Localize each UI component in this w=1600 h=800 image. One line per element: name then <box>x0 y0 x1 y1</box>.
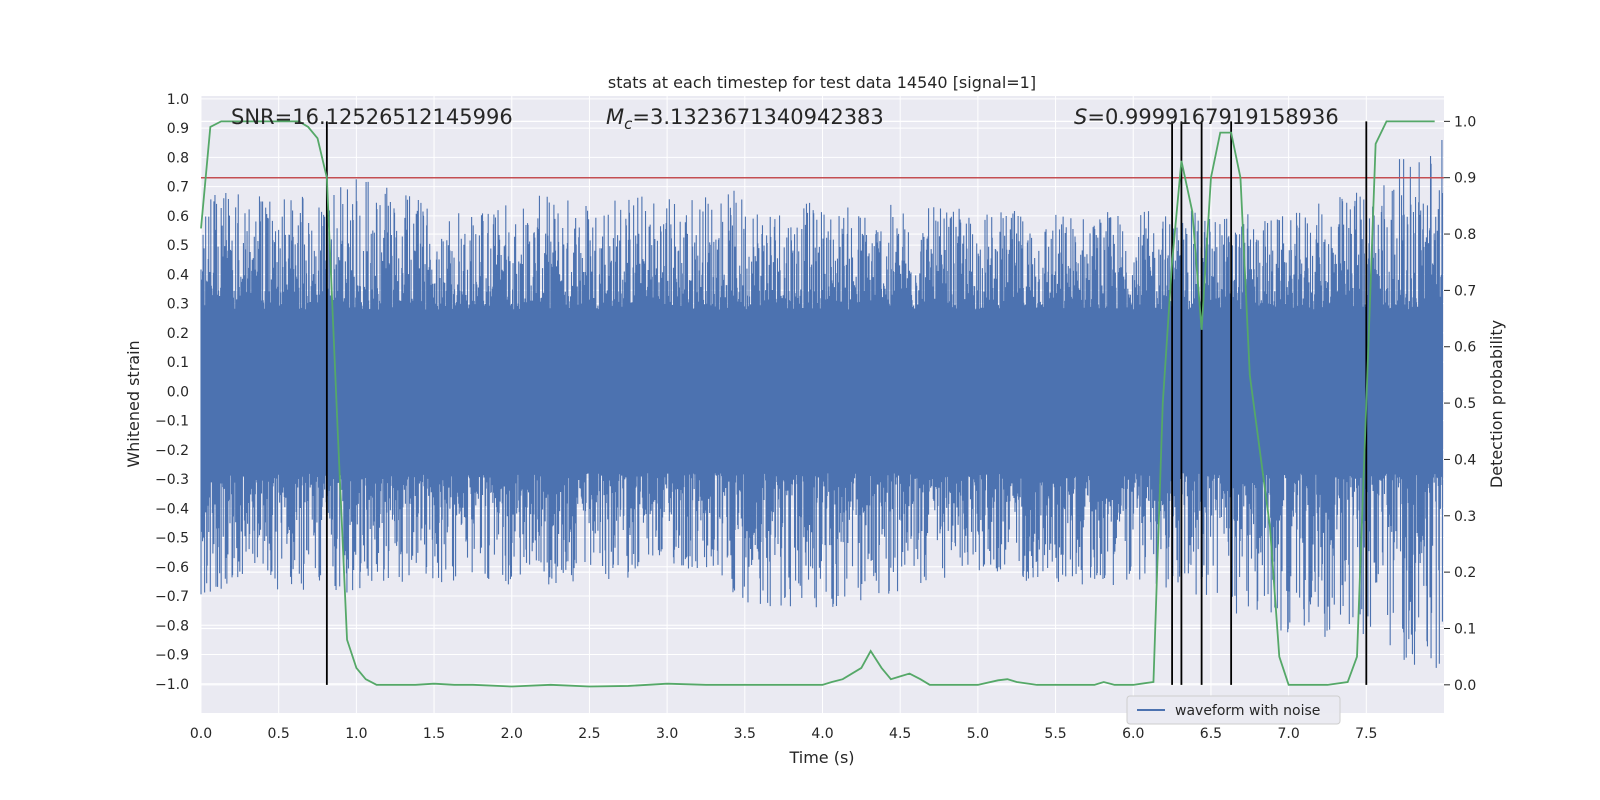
x-tick-label: 0.0 <box>190 726 212 742</box>
x-tick-label: 4.0 <box>811 726 833 742</box>
legend-box <box>1126 695 1341 725</box>
y-tick-label: 0.3 <box>167 297 189 313</box>
x-tick-label: 6.5 <box>1200 726 1222 742</box>
x-tick-label: 5.5 <box>1044 726 1066 742</box>
x-tick-label: 3.0 <box>656 726 678 742</box>
y-tick-label: 0.1 <box>167 355 189 371</box>
y-right-tick-label: 0.9 <box>1454 171 1476 187</box>
y-tick-label: −0.9 <box>155 648 189 664</box>
y-right-tick-label: 0.3 <box>1454 509 1476 525</box>
y-tick-label: −0.8 <box>155 618 189 634</box>
x-tick-label: 1.0 <box>345 726 367 742</box>
y-right-tick-label: 0.4 <box>1454 452 1476 468</box>
y-tick-label: −0.3 <box>155 472 189 488</box>
y-tick-label: −0.1 <box>155 414 189 430</box>
legend: waveform with noise <box>1126 695 1341 725</box>
y-right-tick-label: 0.7 <box>1454 283 1476 299</box>
x-tick-label: 3.5 <box>734 726 756 742</box>
x-axis-label: Time (s) <box>788 748 854 767</box>
y-tick-label: 0.2 <box>167 326 189 342</box>
y-tick-label: −0.6 <box>155 560 189 576</box>
y-tick-label: 0.8 <box>167 150 189 166</box>
y-tick-label: 0.6 <box>167 209 189 225</box>
y-tick-label: −1.0 <box>155 677 189 693</box>
detection-probability-series <box>200 120 1435 688</box>
y-right-tick-label: 0.6 <box>1454 340 1476 356</box>
x-tick-label: 5.0 <box>967 726 989 742</box>
chart-title: stats at each timestep for test data 145… <box>608 73 1036 92</box>
chirp-mass-annotation: Mc=3.1323671340942383 <box>606 105 884 133</box>
x-tick-label: 6.0 <box>1122 726 1144 742</box>
y-right-tick-label: 0.5 <box>1454 396 1476 412</box>
y-right-tick-label: 0.2 <box>1454 565 1476 581</box>
waveform-line <box>200 140 1443 668</box>
waveform-series <box>200 140 1443 668</box>
y-right-tick-label: 1.0 <box>1454 114 1476 130</box>
y-tick-label: −0.7 <box>155 589 189 605</box>
x-tick-label: 7.0 <box>1277 726 1299 742</box>
y-right-tick-label: 0.1 <box>1454 621 1476 637</box>
x-tick-labels: 0.0 0.5 1.0 1.5 2.0 2.5 3.0 3.5 4.0 4.5 5.0 5.5 6.0 6… <box>190 726 1378 742</box>
y-tick-label: 0.4 <box>167 267 189 283</box>
y-right-tick-label: 0.8 <box>1454 227 1476 243</box>
x-tick-label: 0.5 <box>268 726 290 742</box>
y-tick-label: −0.4 <box>155 501 189 517</box>
y-tick-label: −0.2 <box>155 443 189 459</box>
y-right-tick-labels: 1.0 0.9 0.8 0.7 0.6 0.5 0.4 0.3 0.2 0.1 0.0 <box>1444 114 1476 694</box>
legend-label: waveform with noise <box>1175 703 1320 719</box>
score-annotation: S=0.9999167919158936 <box>1074 105 1339 129</box>
y-tick-label: 1.0 <box>167 92 189 108</box>
y-right-axis-label: Detection probability <box>1487 320 1506 488</box>
y-right-tick-label: 0.0 <box>1454 678 1476 694</box>
y-tick-label: −0.5 <box>155 531 189 547</box>
x-tick-label: 2.0 <box>501 726 523 742</box>
y-axis-label: Whitened strain <box>124 340 143 467</box>
y-tick-label: 0.7 <box>167 180 189 196</box>
y-tick-label: 0.5 <box>167 238 189 254</box>
x-tick-label: 7.5 <box>1355 726 1377 742</box>
snr-annotation: SNR=16.12526512145996 <box>231 105 513 129</box>
detection-probability-line <box>200 120 1435 688</box>
y-tick-label: 0.9 <box>167 121 189 137</box>
y-tick-label: 0.0 <box>167 384 189 400</box>
x-tick-label: 2.5 <box>578 726 600 742</box>
y-tick-labels: 1.0 0.9 0.8 0.7 0.6 0.5 0.4 0.3 0.2 0.1 0.0 −0.1 −0.… <box>155 92 189 693</box>
x-tick-label: 1.5 <box>423 726 445 742</box>
x-tick-label: 4.5 <box>889 726 911 742</box>
